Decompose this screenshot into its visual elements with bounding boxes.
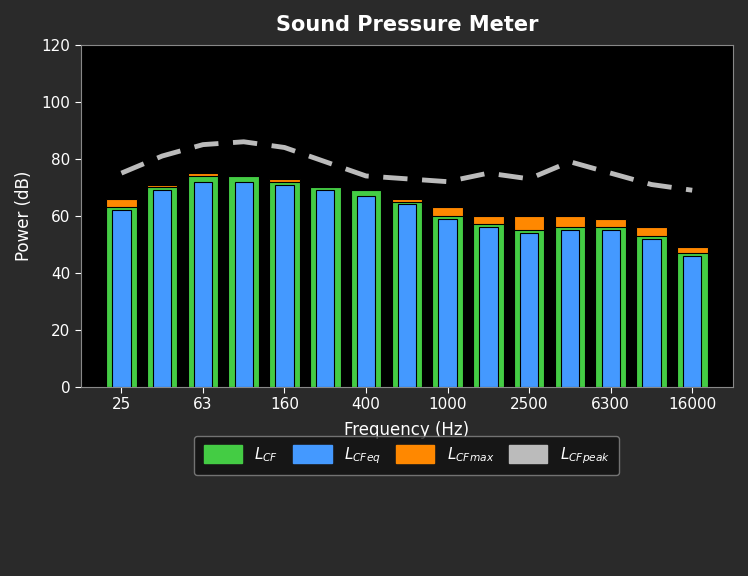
Bar: [351, 199, 381, 387]
Bar: [310, 187, 340, 387]
Bar: [188, 176, 218, 387]
Bar: [432, 216, 463, 387]
Bar: [106, 207, 137, 387]
Bar: [554, 228, 585, 387]
Bar: [269, 179, 300, 387]
Bar: [310, 187, 340, 387]
Bar: [228, 176, 259, 387]
Bar: [677, 247, 708, 387]
Bar: [194, 181, 212, 387]
Bar: [473, 216, 503, 387]
Bar: [357, 196, 375, 387]
Bar: [235, 181, 253, 387]
Bar: [601, 230, 620, 387]
Bar: [106, 199, 137, 387]
Bar: [228, 176, 259, 387]
Bar: [479, 228, 497, 387]
Bar: [554, 216, 585, 387]
Bar: [391, 199, 422, 387]
Bar: [147, 187, 177, 387]
Y-axis label: Power (dB): Power (dB): [15, 170, 33, 261]
Bar: [112, 210, 131, 387]
Bar: [561, 230, 579, 387]
Bar: [636, 236, 666, 387]
Bar: [683, 256, 702, 387]
Bar: [432, 207, 463, 387]
Bar: [391, 202, 422, 387]
Bar: [514, 230, 545, 387]
Bar: [351, 190, 381, 387]
Bar: [677, 253, 708, 387]
Bar: [636, 228, 666, 387]
Bar: [520, 233, 539, 387]
Bar: [473, 225, 503, 387]
Bar: [147, 184, 177, 387]
Bar: [595, 228, 626, 387]
X-axis label: Frequency (Hz): Frequency (Hz): [344, 420, 470, 438]
Bar: [438, 219, 457, 387]
Bar: [643, 238, 660, 387]
Bar: [316, 190, 334, 387]
Bar: [398, 204, 416, 387]
Bar: [269, 181, 300, 387]
Bar: [153, 190, 171, 387]
Legend: $L_{CF}$, $L_{CFeq}$, $L_{CFmax}$, $L_{CFpeak}$: $L_{CF}$, $L_{CFeq}$, $L_{CFmax}$, $L_{C…: [194, 435, 619, 475]
Bar: [188, 173, 218, 387]
Bar: [514, 216, 545, 387]
Title: Sound Pressure Meter: Sound Pressure Meter: [275, 15, 538, 35]
Bar: [595, 219, 626, 387]
Bar: [275, 184, 294, 387]
